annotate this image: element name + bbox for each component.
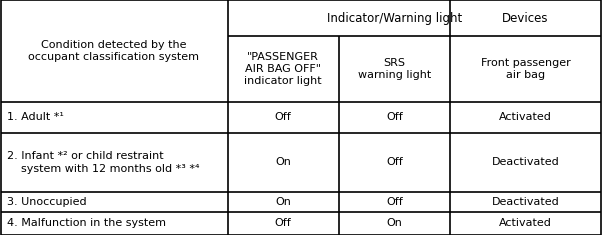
- Text: Off: Off: [386, 112, 403, 122]
- Text: Activated: Activated: [499, 112, 552, 122]
- Text: Off: Off: [275, 112, 291, 122]
- Text: Front passenger
air bag: Front passenger air bag: [480, 58, 571, 80]
- Text: SRS
warning light: SRS warning light: [358, 58, 431, 80]
- Text: On: On: [386, 218, 403, 228]
- Text: Indicator/Warning light: Indicator/Warning light: [327, 12, 462, 25]
- Text: Activated: Activated: [499, 218, 552, 228]
- Text: Deactivated: Deactivated: [492, 157, 559, 167]
- Text: 2. Infant *² or child restraint
    system with 12 months old *³ *⁴: 2. Infant *² or child restraint system w…: [7, 151, 200, 174]
- Text: On: On: [275, 157, 291, 167]
- Text: 4. Malfunction in the system: 4. Malfunction in the system: [7, 218, 166, 228]
- Text: "PASSENGER
AIR BAG OFF"
indicator light: "PASSENGER AIR BAG OFF" indicator light: [244, 51, 322, 86]
- Text: 1. Adult *¹: 1. Adult *¹: [7, 112, 64, 122]
- Text: Deactivated: Deactivated: [492, 197, 559, 207]
- Text: 3. Unoccupied: 3. Unoccupied: [7, 197, 87, 207]
- Text: Condition detected by the
occupant classification system: Condition detected by the occupant class…: [28, 40, 199, 62]
- Text: On: On: [275, 197, 291, 207]
- Text: Off: Off: [275, 218, 291, 228]
- Text: Off: Off: [386, 197, 403, 207]
- Text: Devices: Devices: [502, 12, 549, 25]
- Text: Off: Off: [386, 157, 403, 167]
